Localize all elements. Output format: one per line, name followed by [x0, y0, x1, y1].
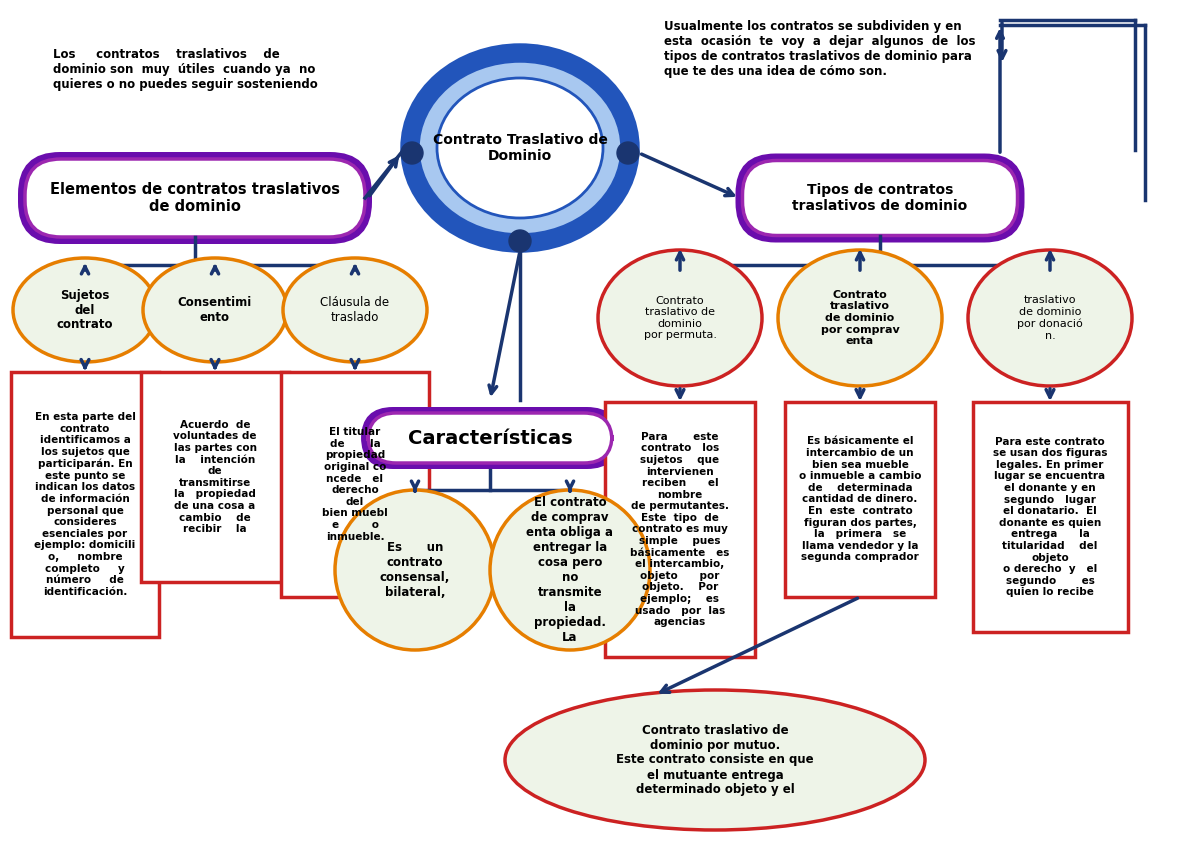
Ellipse shape — [505, 690, 925, 830]
Text: El titular
de       la
propiedad
original co
ncede   el
derecho
del
bien muebl
e: El titular de la propiedad original co n… — [322, 427, 388, 542]
Ellipse shape — [598, 250, 762, 386]
FancyBboxPatch shape — [142, 372, 289, 582]
Text: Para este contrato
se usan dos figuras
legales. En primer
lugar se encuentra
el : Para este contrato se usan dos figuras l… — [992, 437, 1108, 597]
Ellipse shape — [410, 53, 630, 243]
Text: traslativo
de dominio
por donació
n.: traslativo de dominio por donació n. — [1018, 295, 1082, 341]
Text: Elementos de contratos traslativos
de dominio: Elementos de contratos traslativos de do… — [50, 181, 340, 215]
FancyBboxPatch shape — [605, 402, 755, 657]
Text: Es básicamente el
intercambio de un
bien sea mueble
o inmueble a cambio
de    de: Es básicamente el intercambio de un bien… — [799, 437, 922, 562]
Ellipse shape — [13, 258, 157, 362]
Text: Acuerdo  de
voluntades de
las partes con
la    intención
de
transmitirse
la   pr: Acuerdo de voluntades de las partes con … — [173, 420, 257, 534]
Ellipse shape — [143, 258, 287, 362]
Text: Contrato traslativo de
dominio por mutuo.
Este contrato consiste en que
el mutua: Contrato traslativo de dominio por mutuo… — [616, 723, 814, 796]
FancyBboxPatch shape — [281, 372, 430, 597]
FancyBboxPatch shape — [361, 407, 619, 469]
Text: Contrato
traslativo de
dominio
por permuta.: Contrato traslativo de dominio por permu… — [643, 296, 716, 340]
Ellipse shape — [283, 258, 427, 362]
Ellipse shape — [437, 78, 604, 218]
Text: Contrato
traslativo
de dominio
por comprav
enta: Contrato traslativo de dominio por compr… — [821, 290, 899, 346]
FancyBboxPatch shape — [11, 372, 158, 637]
Ellipse shape — [490, 490, 650, 650]
Ellipse shape — [509, 230, 530, 252]
Text: Tipos de contratos
traslativos de dominio: Tipos de contratos traslativos de domini… — [792, 183, 967, 213]
FancyBboxPatch shape — [785, 402, 935, 597]
Text: Consentimi
ento: Consentimi ento — [178, 296, 252, 324]
Text: Para       este
contrato   los
sujetos    que
intervienen
reciben      el
nombre: Para este contrato los sujetos que inter… — [630, 432, 730, 628]
Text: Sujetos
del
contrato: Sujetos del contrato — [56, 288, 113, 332]
Text: En esta parte del
contrato
identificamos a
los sujetos que
participarán. En
este: En esta parte del contrato identificamos… — [35, 412, 136, 597]
FancyBboxPatch shape — [18, 152, 372, 244]
Text: Cláusula de
traslado: Cláusula de traslado — [320, 296, 390, 324]
Ellipse shape — [335, 490, 496, 650]
Text: Contrato Traslativo de
Dominio: Contrato Traslativo de Dominio — [432, 133, 607, 163]
Ellipse shape — [968, 250, 1132, 386]
Text: Características: Características — [408, 428, 572, 448]
FancyBboxPatch shape — [972, 402, 1128, 632]
Ellipse shape — [778, 250, 942, 386]
Text: Usualmente los contratos se subdividen y en
esta  ocasión  te  voy  a  dejar  al: Usualmente los contratos se subdividen y… — [665, 20, 976, 78]
FancyBboxPatch shape — [368, 413, 612, 463]
Text: Es      un
contrato
consensal,
bilateral,: Es un contrato consensal, bilateral, — [380, 541, 450, 599]
FancyBboxPatch shape — [736, 153, 1025, 243]
Text: El contrato
de comprav
enta obliga a
entregar la
cosa pero
no
transmite
la
propi: El contrato de comprav enta obliga a ent… — [527, 496, 613, 644]
Ellipse shape — [401, 142, 424, 164]
FancyBboxPatch shape — [25, 159, 365, 237]
Text: Los     contratos    traslativos    de
dominio son  muy  útiles  cuando ya  no
q: Los contratos traslativos de dominio son… — [53, 48, 317, 91]
Ellipse shape — [617, 142, 640, 164]
FancyBboxPatch shape — [743, 160, 1018, 236]
